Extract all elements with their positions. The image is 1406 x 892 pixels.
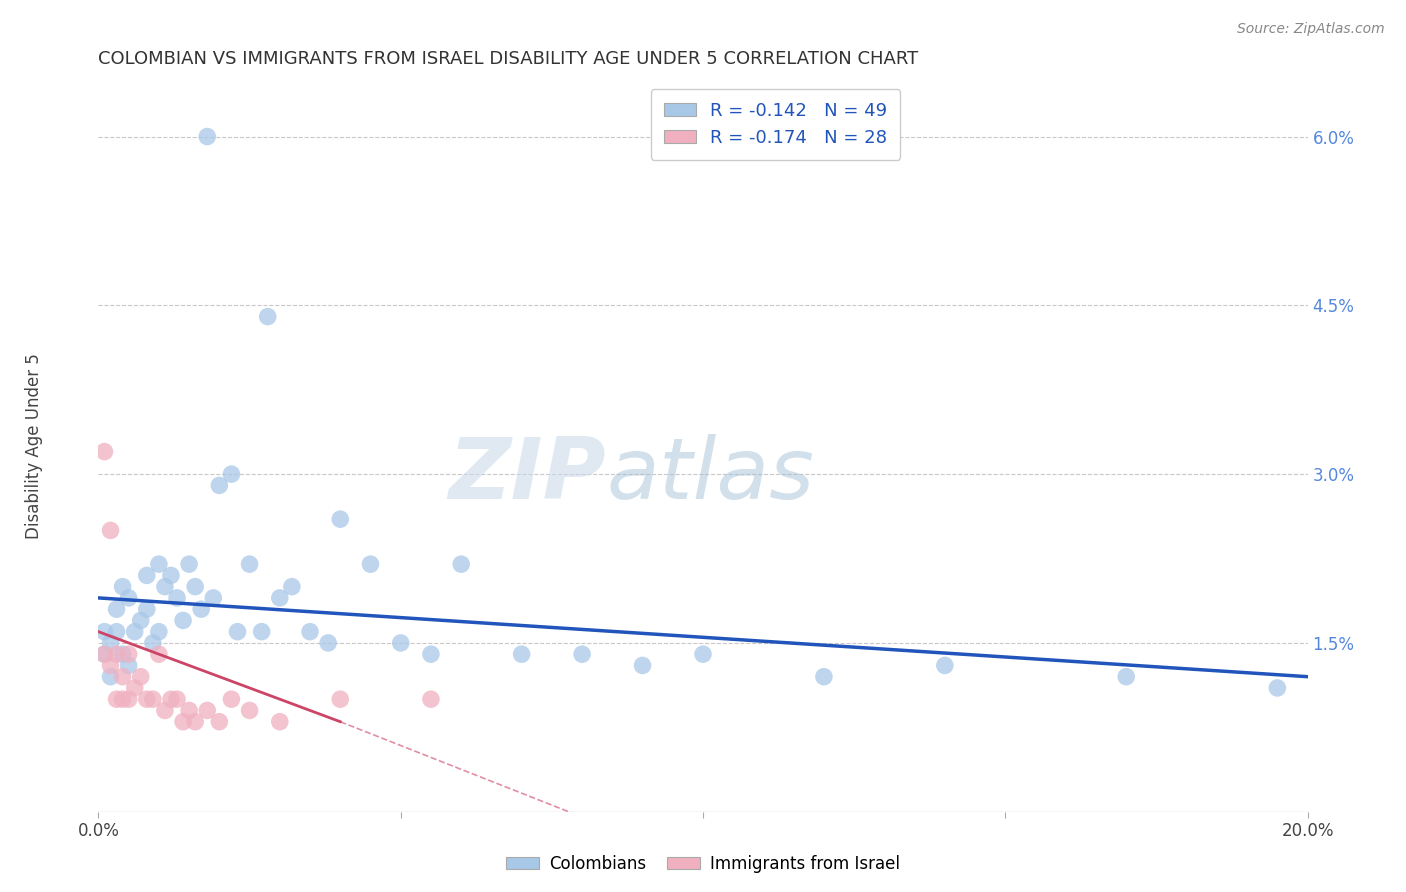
Point: [166, 692, 188, 706]
Point: [184, 714, 207, 729]
Point: [172, 714, 194, 729]
Point: [111, 647, 134, 661]
Point: [111, 580, 134, 594]
Point: [208, 478, 231, 492]
Point: [934, 658, 956, 673]
Point: [269, 591, 291, 605]
Point: [1115, 670, 1137, 684]
Point: [148, 557, 170, 571]
Point: [184, 580, 207, 594]
Point: [118, 647, 141, 661]
Point: [153, 703, 176, 717]
Legend: Colombians, Immigrants from Israel: Colombians, Immigrants from Israel: [499, 848, 907, 880]
Point: [221, 692, 243, 706]
Point: [111, 670, 134, 684]
Point: [124, 681, 146, 695]
Point: [239, 703, 262, 717]
Point: [160, 568, 183, 582]
Point: [179, 703, 201, 717]
Point: [93, 624, 115, 639]
Point: [129, 614, 152, 628]
Point: [93, 647, 115, 661]
Point: [813, 670, 835, 684]
Point: [166, 591, 188, 605]
Point: [360, 557, 382, 571]
Point: [316, 636, 339, 650]
Point: [510, 647, 533, 661]
Point: [420, 647, 443, 661]
Point: [153, 580, 176, 594]
Point: [105, 647, 128, 661]
Point: [202, 591, 225, 605]
Point: [135, 568, 157, 582]
Point: [329, 512, 352, 526]
Legend: R = -0.142   N = 49, R = -0.174   N = 28: R = -0.142 N = 49, R = -0.174 N = 28: [651, 89, 900, 160]
Point: [118, 658, 141, 673]
Point: [208, 714, 231, 729]
Point: [142, 692, 165, 706]
Point: [93, 647, 115, 661]
Text: COLOMBIAN VS IMMIGRANTS FROM ISRAEL DISABILITY AGE UNDER 5 CORRELATION CHART: COLOMBIAN VS IMMIGRANTS FROM ISRAEL DISA…: [98, 50, 918, 68]
Point: [269, 714, 291, 729]
Point: [250, 624, 273, 639]
Point: [105, 624, 128, 639]
Point: [135, 602, 157, 616]
Point: [100, 636, 122, 650]
Text: atlas: atlas: [606, 434, 814, 516]
Point: [389, 636, 412, 650]
Point: [124, 624, 146, 639]
Point: [239, 557, 262, 571]
Point: [118, 591, 141, 605]
Text: ZIP: ZIP: [449, 434, 606, 516]
Point: [571, 647, 593, 661]
Point: [221, 467, 243, 482]
Point: [93, 444, 115, 458]
Point: [160, 692, 183, 706]
Point: [631, 658, 654, 673]
Text: Source: ZipAtlas.com: Source: ZipAtlas.com: [1237, 22, 1385, 37]
Y-axis label: Disability Age Under 5: Disability Age Under 5: [25, 353, 42, 539]
Point: [179, 557, 201, 571]
Point: [195, 703, 218, 717]
Point: [195, 129, 218, 144]
Point: [281, 580, 304, 594]
Point: [100, 658, 122, 673]
Point: [105, 692, 128, 706]
Point: [256, 310, 278, 324]
Point: [100, 524, 122, 538]
Point: [100, 670, 122, 684]
Point: [420, 692, 443, 706]
Point: [450, 557, 472, 571]
Point: [190, 602, 212, 616]
Point: [129, 670, 152, 684]
Point: [299, 624, 322, 639]
Point: [105, 602, 128, 616]
Point: [111, 692, 134, 706]
Point: [172, 614, 194, 628]
Point: [148, 624, 170, 639]
Point: [1267, 681, 1289, 695]
Point: [226, 624, 249, 639]
Point: [118, 692, 141, 706]
Point: [329, 692, 352, 706]
Point: [135, 692, 157, 706]
Point: [692, 647, 714, 661]
Point: [142, 636, 165, 650]
Point: [148, 647, 170, 661]
